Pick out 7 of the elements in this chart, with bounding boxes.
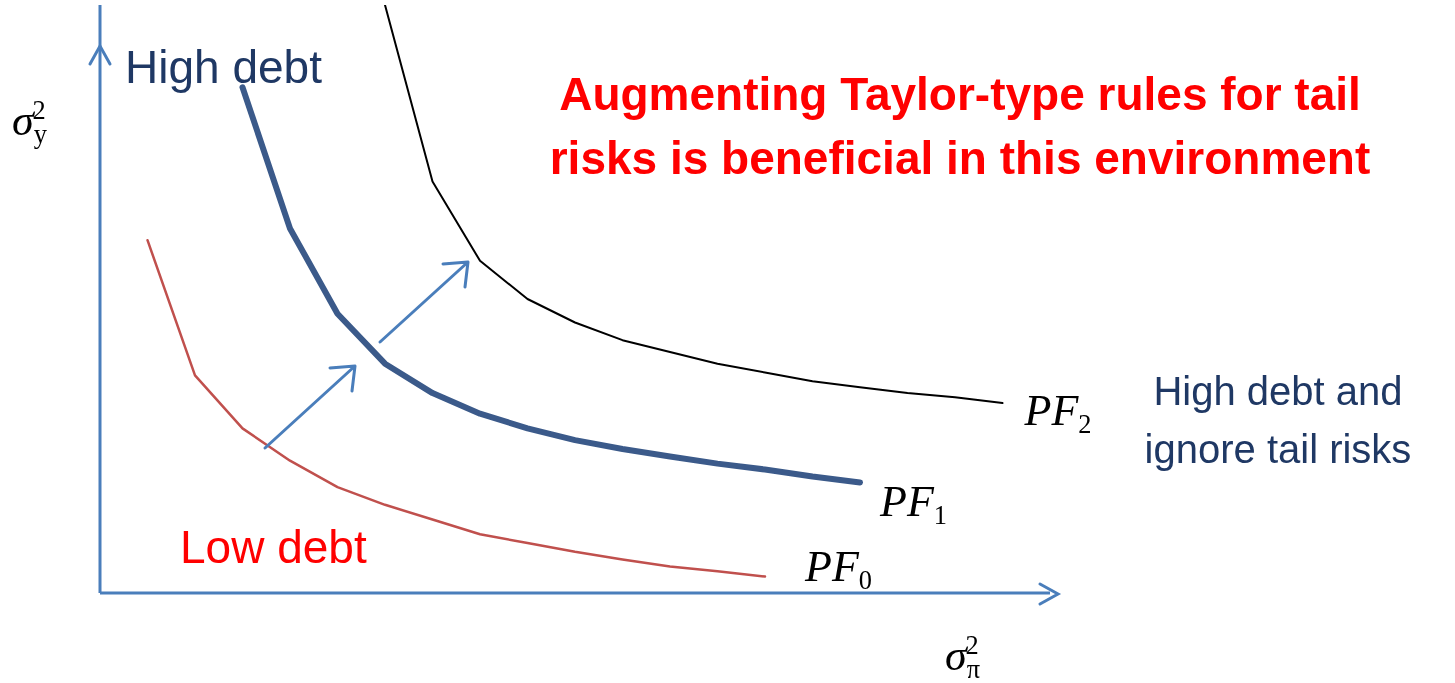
annotation: High debt — [125, 40, 323, 94]
text: Augmenting Taylor-type rules for tail risks is beneficial in this environment — [548, 67, 1372, 186]
series-label: PF$_{1}$ — [879, 477, 947, 531]
series-label: PF$_{0}$ — [804, 541, 872, 595]
text: High debt and ignore tail risks — [1143, 368, 1413, 473]
annotation: Low debt — [180, 520, 368, 574]
series-label: PF$_{2}$ — [1023, 386, 1092, 439]
